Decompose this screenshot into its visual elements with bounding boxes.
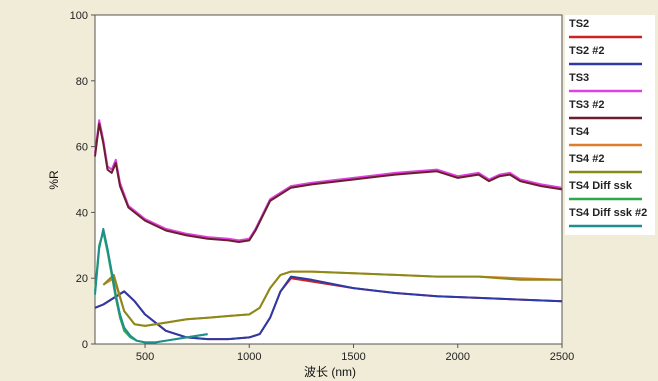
legend-label-7: TS4 Diff ssk #2 xyxy=(569,207,647,219)
series-line-7 xyxy=(94,227,208,344)
y-tick-label: 100 xyxy=(70,10,88,22)
y-tick-label: 40 xyxy=(76,207,88,219)
legend-label-0: TS2 xyxy=(569,18,589,30)
x-axis-ticks: 500 1000 1500 2000 2500 xyxy=(136,344,574,363)
legend-label-4: TS4 xyxy=(569,126,590,138)
legend-label-2: TS3 xyxy=(569,72,589,84)
y-axis-title: %R xyxy=(47,170,61,190)
legend-label-3: TS3 #2 xyxy=(569,99,604,111)
x-tick-label: 500 xyxy=(136,351,154,363)
legend-label-1: TS2 #2 xyxy=(569,45,604,57)
x-tick-label: 2000 xyxy=(446,351,470,363)
series-line-1 xyxy=(94,275,563,341)
series-line-3 xyxy=(94,122,563,243)
y-tick-label: 80 xyxy=(76,76,88,88)
legend-label-5: TS4 #2 xyxy=(569,153,604,165)
x-tick-label: 1000 xyxy=(237,351,261,363)
x-tick-label: 2500 xyxy=(550,351,574,363)
legend-label-6: TS4 Diff ssk xyxy=(569,180,633,192)
plot-area xyxy=(94,14,563,345)
y-tick-label: 20 xyxy=(76,273,88,285)
series-line-5 xyxy=(102,270,562,327)
y-tick-label: 60 xyxy=(76,142,88,154)
x-axis-title: 波长 (nm) xyxy=(304,365,356,379)
series-layer xyxy=(94,119,563,344)
y-tick-label: 0 xyxy=(82,339,88,351)
y-axis-ticks: 0 20 40 60 80 100 xyxy=(70,10,95,351)
x-tick-label: 1500 xyxy=(341,351,365,363)
legend: TS2 TS2 #2 TS3 TS3 #2 TS4 TS4 #2 TS4 Diff ssk T… xyxy=(569,18,647,228)
